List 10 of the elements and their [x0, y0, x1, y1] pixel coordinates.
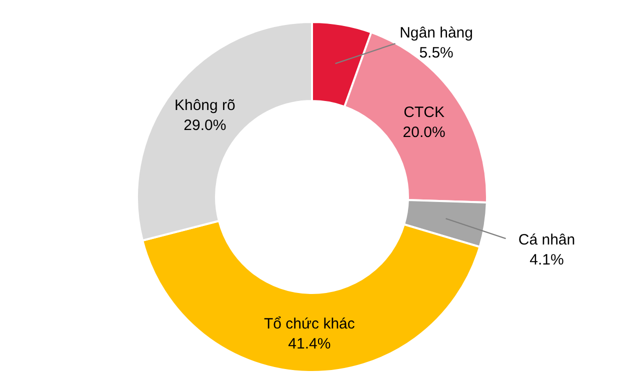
data-label: 29.0% — [184, 116, 226, 134]
data-label: 5.5% — [419, 44, 454, 62]
slice-label: Ngân hàng — [400, 24, 473, 42]
data-label: 20.0% — [402, 124, 446, 141]
slice-label: Cá nhân — [518, 232, 576, 249]
slice-label: Không rõ — [174, 96, 236, 114]
slice-label: Tổ chức khác — [264, 315, 356, 332]
slice-label: CTCK — [404, 104, 444, 121]
data-label: 41.4% — [288, 335, 331, 352]
data-label: 4.1% — [530, 252, 564, 269]
